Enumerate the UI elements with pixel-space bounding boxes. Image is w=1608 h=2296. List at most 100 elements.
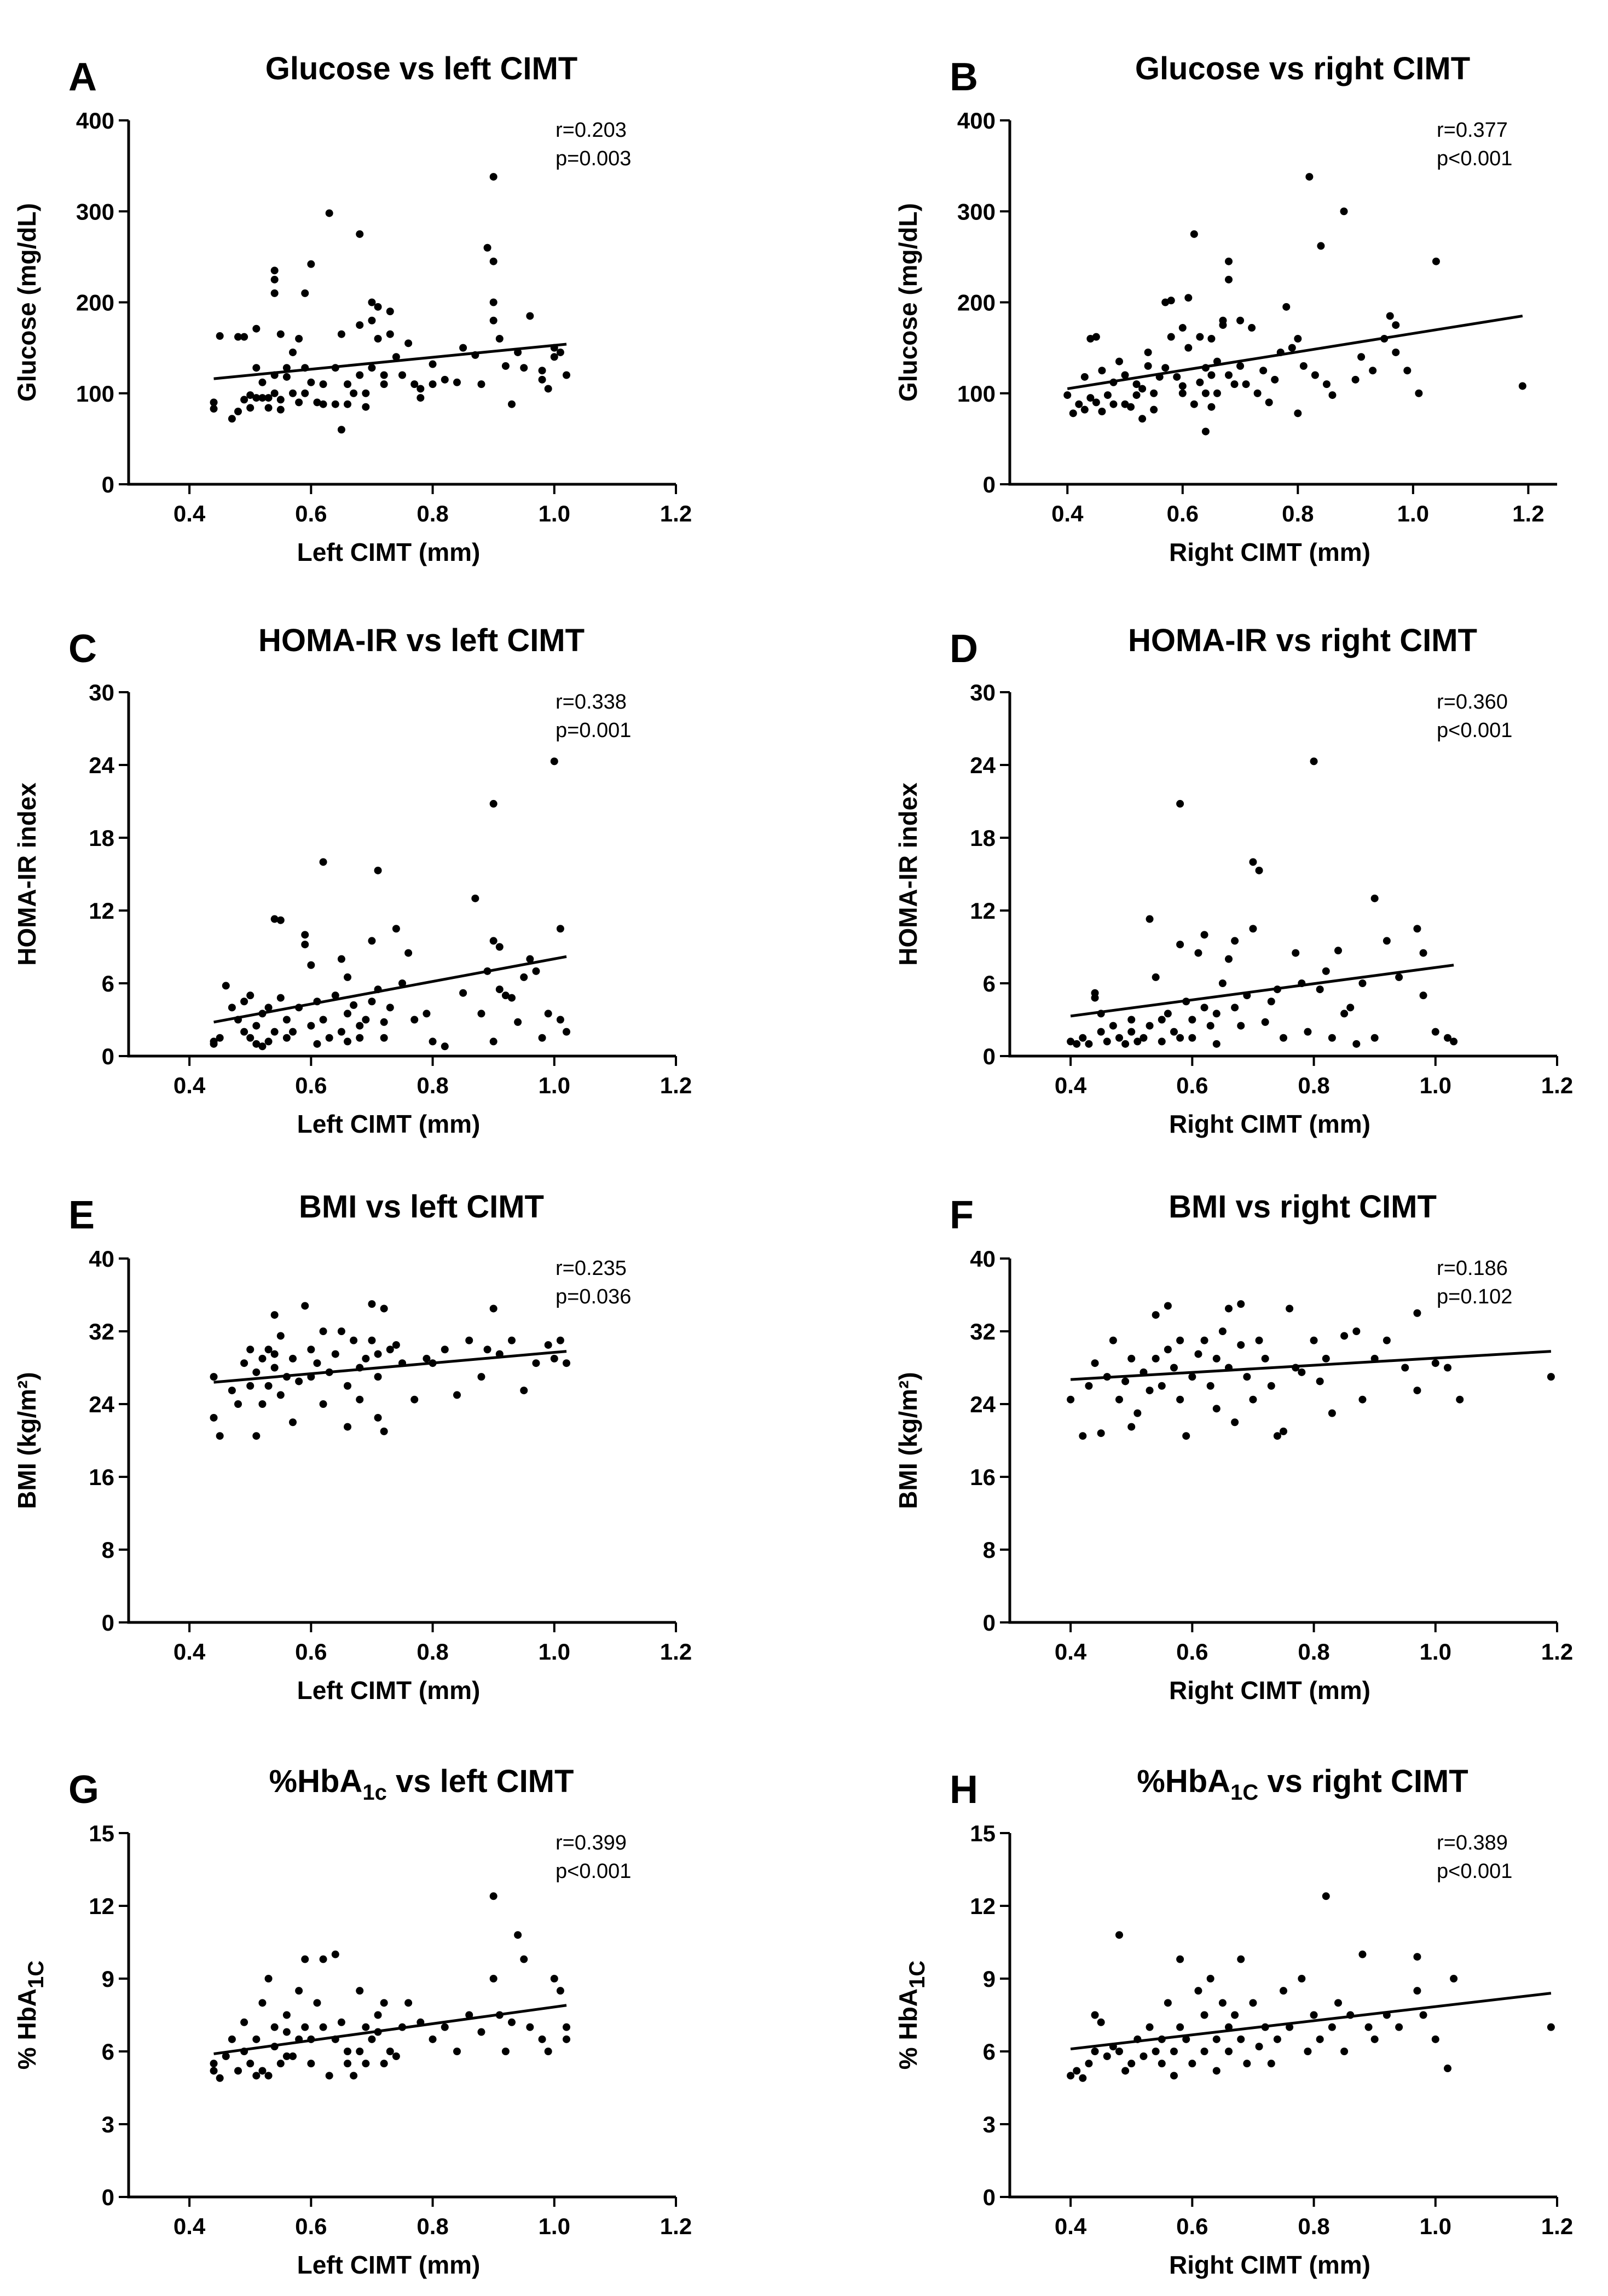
panel-letter: E: [68, 1193, 95, 1237]
data-point: [252, 2035, 261, 2043]
data-point: [477, 1010, 485, 1018]
x-axis-label: Right CIMT (mm): [1169, 538, 1370, 566]
data-point: [1322, 380, 1331, 389]
data-point: [1152, 973, 1160, 981]
data-point: [344, 380, 351, 389]
data-point: [514, 1931, 522, 1939]
data-point: [337, 1028, 345, 1036]
data-point: [1288, 344, 1296, 352]
data-point: [368, 316, 376, 324]
data-point: [1413, 1309, 1421, 1317]
data-point: [1432, 257, 1440, 265]
regression-line: [213, 343, 567, 380]
y-axis-label: Glucose (mg/dL): [894, 203, 922, 402]
data-point: [1176, 1336, 1184, 1344]
data-point: [252, 394, 261, 402]
data-point: [1322, 967, 1330, 975]
data-point: [282, 373, 291, 381]
data-point: [1144, 362, 1152, 370]
data-point: [1547, 2023, 1555, 2031]
data-point: [1294, 409, 1302, 418]
data-point: [1188, 1016, 1196, 1024]
data-point: [258, 1354, 267, 1362]
data-point: [246, 1346, 254, 1354]
data-point: [1444, 1034, 1451, 1042]
data-point: [1161, 364, 1170, 372]
data-point: [228, 1004, 236, 1012]
data-point: [1188, 2060, 1196, 2068]
data-point: [1121, 371, 1129, 379]
y-tick-label: 0: [102, 472, 114, 497]
data-point: [501, 2048, 510, 2055]
data-point: [1299, 362, 1308, 370]
data-point: [356, 1395, 364, 1404]
data-point: [210, 2060, 218, 2068]
x-tick-label: 1.2: [1541, 2213, 1573, 2239]
data-point: [228, 2035, 236, 2043]
data-point: [1079, 2074, 1087, 2082]
data-point: [331, 1950, 339, 1958]
y-tick-label: 0: [102, 1610, 114, 1636]
data-point: [374, 335, 382, 343]
data-point: [368, 998, 376, 1006]
data-point: [1225, 955, 1233, 963]
data-point: [276, 2060, 285, 2068]
data-point: [344, 973, 351, 981]
data-point: [1178, 324, 1187, 332]
data-point: [1242, 380, 1250, 389]
data-point: [1121, 1040, 1130, 1048]
y-axis-label: BMI (kg/m²): [13, 1372, 41, 1509]
data-point: [1097, 1429, 1105, 1437]
x-tick-label: 0.4: [173, 1072, 206, 1098]
data-point: [398, 979, 406, 987]
data-point: [1176, 941, 1184, 949]
x-axis-label: Left CIMT (mm): [297, 2251, 481, 2279]
y-tick-label: 100: [957, 381, 996, 407]
data-point: [489, 257, 498, 265]
data-point: [544, 1010, 552, 1018]
data-point: [1178, 382, 1187, 390]
data-point: [1121, 1377, 1130, 1385]
data-point: [1298, 1368, 1306, 1376]
data-point: [398, 371, 406, 379]
data-point: [1188, 1034, 1196, 1042]
y-tick-label: 0: [983, 472, 996, 497]
data-point: [270, 1311, 279, 1319]
data-point: [1200, 2048, 1208, 2055]
data-point: [1273, 2035, 1281, 2043]
data-point: [1415, 389, 1423, 397]
data-point: [1146, 1022, 1154, 1030]
data-point: [1310, 757, 1318, 766]
axes: [127, 1259, 676, 1624]
data-point: [404, 339, 413, 347]
data-point: [1547, 1373, 1555, 1381]
data-point: [337, 2018, 345, 2026]
regression-line: [1070, 964, 1454, 1018]
data-point: [520, 1387, 528, 1395]
data-point: [556, 1987, 564, 1995]
x-tick-label: 1.0: [1420, 1639, 1451, 1665]
data-point: [246, 1034, 254, 1042]
data-point: [1357, 353, 1366, 361]
data-point: [1140, 2052, 1148, 2060]
data-point: [1184, 294, 1193, 302]
y-tick-label: 30: [89, 680, 114, 705]
data-point: [1176, 1955, 1184, 1963]
data-point: [344, 1382, 351, 1390]
stat-p: p=0.001: [556, 719, 631, 742]
stat-p: p<0.001: [556, 1860, 631, 1883]
data-point: [319, 858, 327, 866]
data-point: [307, 1346, 315, 1354]
data-point: [1282, 303, 1291, 311]
data-point: [386, 308, 394, 316]
data-point: [289, 2052, 297, 2060]
y-axis-label: Glucose (mg/dL): [13, 203, 41, 402]
data-point: [1316, 1377, 1324, 1385]
data-point: [1450, 1975, 1458, 1982]
data-point: [1206, 1382, 1214, 1390]
data-point: [1225, 275, 1233, 283]
data-point: [344, 2048, 351, 2055]
data-point: [1225, 2048, 1233, 2055]
data-point: [1286, 2023, 1294, 2031]
y-axis-label: HOMA-IR index: [13, 782, 41, 966]
